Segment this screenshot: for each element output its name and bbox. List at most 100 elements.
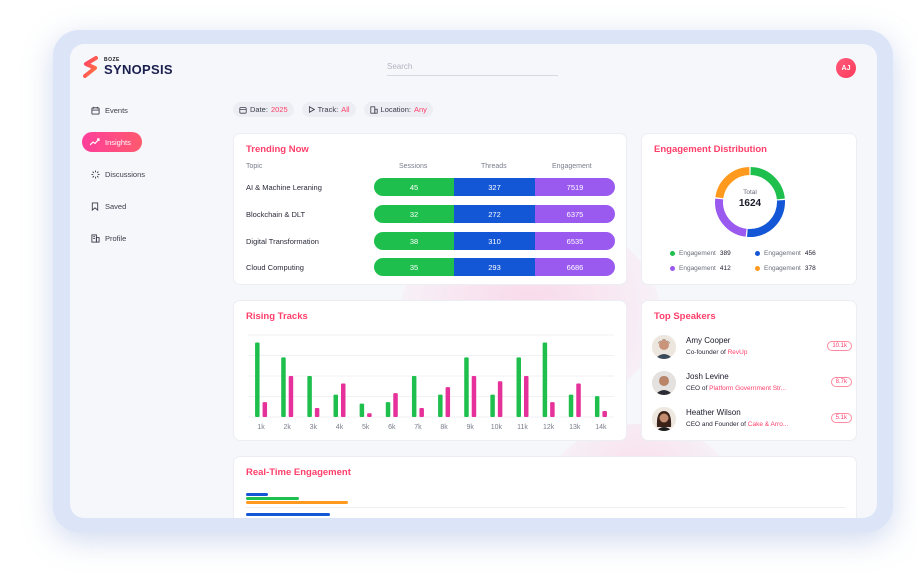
chart-bar[interactable] [576,383,581,417]
donut-total-label: Total [743,189,757,196]
donut-slice[interactable] [747,200,785,237]
speaker-item[interactable]: Heather Wilson CEO and Founder of Cake &… [652,405,852,435]
chart-bar[interactable] [411,376,417,417]
chart-bar[interactable] [438,394,443,417]
chart-bar[interactable] [594,396,600,417]
chart-bar[interactable] [445,387,451,417]
date-filter-label: Date: [250,105,268,114]
chart-bar[interactable] [602,411,607,417]
chart-bar[interactable] [542,342,548,417]
x-tick-label: 1k [257,424,265,431]
speaker-item[interactable]: Amy Cooper Co-founder of RevUp 10.1k [652,333,852,363]
realtime-engagement-card: Real-Time Engagement [233,456,857,518]
chart-bar[interactable] [393,393,398,417]
location-filter-label: Location: [380,105,411,114]
x-tick-label: 13k [569,424,581,431]
threads-value: 327 [454,178,535,196]
speaker-name: Heather Wilson [686,408,741,417]
donut-slice[interactable] [715,198,747,237]
chart-bar[interactable] [524,376,529,417]
donut-center: Total 1624 [712,189,788,209]
chart-bar[interactable] [262,402,268,417]
chart-bar[interactable] [281,357,286,417]
legend-label: Engagement [764,265,801,272]
sidebar-item-label: Saved [105,201,127,211]
track-filter-value: All [341,105,350,114]
date-filter[interactable]: Date: 2025 [233,102,294,117]
legend-label: Engagement [679,250,716,257]
chart-bar[interactable] [359,403,365,417]
sidebar-item-events[interactable]: Events [82,100,146,120]
legend-item: Engagement 378 [755,265,816,272]
x-tick-label: 7k [414,424,422,431]
realtime-title: Real-Time Engagement [246,467,351,478]
x-tick-label: 3k [310,424,318,431]
trending-title: Trending Now [246,144,309,155]
sidebar-item-discussions[interactable]: Discussions [82,164,146,184]
table-row[interactable]: Cloud Computing 35 293 6686 [234,258,628,276]
chart-bar[interactable] [307,376,312,417]
trend-icon [90,137,100,147]
user-avatar[interactable]: AJ [836,58,856,78]
table-row[interactable]: Digital Transformation 38 310 6535 [234,232,628,250]
x-tick-label: 9k [467,424,475,431]
chart-bar[interactable] [255,342,260,417]
table-row[interactable]: AI & Machine Leraning 45 327 7519 [234,178,628,196]
chart-bar[interactable] [367,413,372,417]
legend-value: 412 [719,265,731,272]
chart-bar[interactable] [516,357,522,417]
speaker-role-text: Co-founder of [686,349,728,356]
chart-bar[interactable] [288,376,294,417]
topic-name: Cloud Computing [246,263,304,272]
search-input[interactable]: Search [387,59,558,76]
x-tick-label: 4k [336,424,344,431]
donut-chart[interactable] [712,164,788,240]
speaker-badge: 5.1k [830,413,852,423]
speaker-org[interactable]: Platform Government Str... [709,385,787,392]
chart-bar[interactable] [333,394,339,417]
track-filter-label: Track: [317,105,339,114]
brand-logo[interactable]: BOZE SYNOPSIS [82,56,173,78]
sidebar-item-insights[interactable]: Insights [82,132,142,152]
speaker-name: Josh Levine [686,372,729,381]
donut-slice[interactable] [750,167,785,200]
calendar-icon [90,105,100,115]
sidebar-item-label: Discussions [105,169,146,179]
realtime-bar [246,501,348,504]
chart-bar[interactable] [464,357,469,417]
donut-slice[interactable] [715,167,750,199]
rising-tracks-card: Rising Tracks 1k 2k 3k 4k 5k 6k 7k 8k 9k 10k 11k 12… [233,300,627,441]
legend-dot [670,251,675,256]
speaker-name: Amy Cooper [686,336,731,345]
chart-bar[interactable] [497,381,503,417]
legend-dot [755,266,760,271]
legend-label: Engagement [679,265,716,272]
speaker-item[interactable]: Josh Levine CEO of Platform Government S… [652,369,852,399]
donut-total-value: 1624 [738,198,762,209]
chart-bar[interactable] [550,402,555,417]
speaker-avatar [652,335,676,359]
x-tick-label: 6k [388,424,396,431]
track-filter[interactable]: Track: All [301,102,356,117]
location-filter[interactable]: Location: Any [363,102,433,117]
chart-bar[interactable] [419,408,424,417]
sidebar-item-profile[interactable]: Profile [82,228,146,248]
chart-bar[interactable] [341,383,346,417]
speaker-org[interactable]: RevUp [727,349,748,356]
sidebar-item-saved[interactable]: Saved [82,196,146,216]
speaker-org[interactable]: Cake & Arro... [747,421,789,428]
x-tick-label: 10k [491,424,503,431]
chart-bar[interactable] [314,408,320,417]
speaker-avatar [652,407,676,431]
realtime-bar [246,493,268,496]
chart-bar[interactable] [385,402,391,417]
legend-value: 378 [804,265,816,272]
chart-bar[interactable] [471,376,477,417]
filter-bar: Date: 2025 Track: All Location: Any [233,102,433,117]
table-row[interactable]: Blockchain & DLT 32 272 6375 [234,205,628,223]
chart-bar[interactable] [568,394,574,417]
speaker-avatar [652,371,676,395]
sessions-value: 35 [374,258,454,276]
chart-bar[interactable] [490,394,495,417]
legend-label: Engagement [764,250,801,257]
